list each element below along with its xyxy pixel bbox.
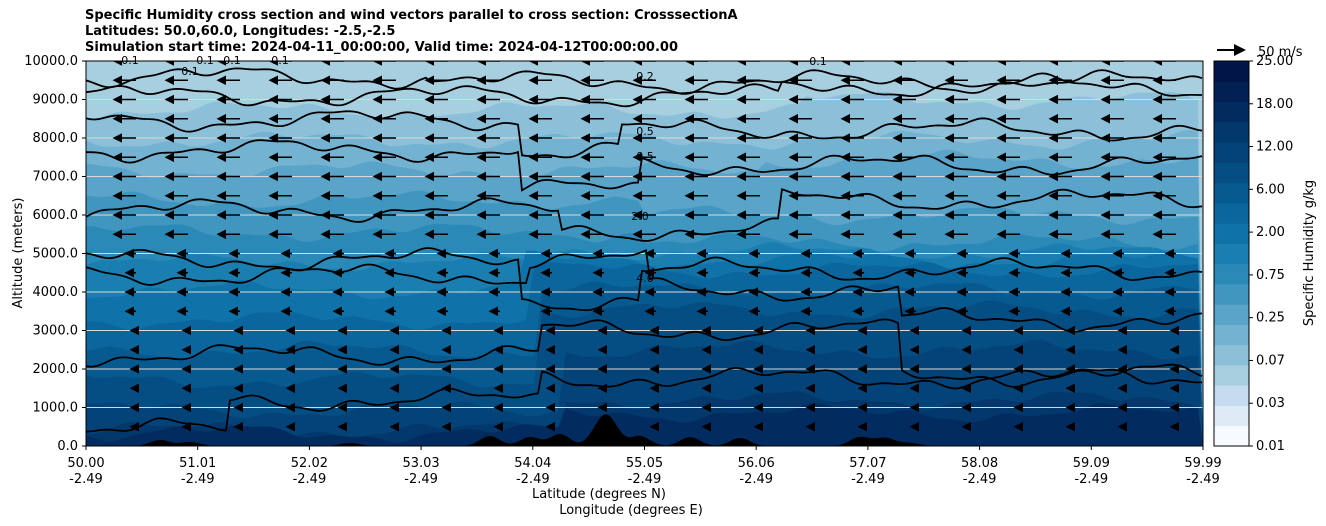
colorbar-tick-label: 0.03 <box>1256 396 1285 411</box>
colorbar-segment <box>1214 243 1249 265</box>
contour-label: 0.2 <box>636 70 654 83</box>
colorbar-segment <box>1214 324 1249 346</box>
x-tick-label-latitude: 55.05 <box>626 456 663 471</box>
chart-title-line-1: Specific Humidity cross section and wind… <box>85 8 738 23</box>
colorbar-tick-label: 12.00 <box>1256 140 1293 155</box>
contour-label: 0.5 <box>636 150 654 163</box>
colorbar-segment <box>1214 263 1249 285</box>
y-tick-label: 10000.0 <box>24 54 78 69</box>
x-tick-label-longitude: -2.49 <box>963 472 997 487</box>
x-axis: 50.00-2.4951.01-2.4952.02-2.4953.03-2.49… <box>67 446 1222 487</box>
x-tick-label-latitude: 59.99 <box>1184 456 1221 471</box>
contour-label: 2.0 <box>631 210 649 223</box>
colorbar-frame <box>1213 60 1250 447</box>
humidity-band <box>86 403 1203 446</box>
colorbar-tick-label: 0.75 <box>1256 268 1285 283</box>
colorbar-segment <box>1214 405 1249 427</box>
terrain <box>86 414 1203 446</box>
contour-line <box>86 247 1203 312</box>
y-tick-label: 7000.0 <box>33 170 79 185</box>
quiver-key-label: 50 m/s <box>1258 45 1303 60</box>
x-tick-label-longitude: -2.49 <box>293 472 327 487</box>
x-tick-label-latitude: 52.02 <box>291 456 328 471</box>
colorbar-segment <box>1214 304 1249 325</box>
x-tick-label-longitude: -2.49 <box>1186 472 1220 487</box>
chart-title-line-3: Simulation start time: 2024-04-11_00:00:… <box>85 40 678 55</box>
x-tick-label-longitude: -2.49 <box>404 472 438 487</box>
y-axis-label: Altitude (meters) <box>11 198 26 309</box>
colorbar-segment <box>1214 223 1249 244</box>
terrain-fill <box>86 414 1203 446</box>
colorbar-segment <box>1214 283 1249 305</box>
x-tick-label-longitude: -2.49 <box>851 472 885 487</box>
colorbar-segment <box>1214 385 1249 406</box>
x-tick-label-latitude: 58.08 <box>961 456 998 471</box>
x-tick-label-latitude: 59.09 <box>1073 456 1110 471</box>
colorbar-segment <box>1214 81 1249 103</box>
y-tick-label: 1000.0 <box>33 401 79 416</box>
x-tick-label-latitude: 53.03 <box>402 456 439 471</box>
contour-line <box>86 249 1203 333</box>
x-axis-label-latitude: Latitude (degrees N) <box>532 487 666 502</box>
colorbar-label: Specific Humidity g/kg <box>1302 180 1317 326</box>
y-tick-label: 2000.0 <box>33 362 79 377</box>
x-tick-label-longitude: -2.49 <box>69 472 103 487</box>
colorbar-segment <box>1214 182 1249 204</box>
plot-area <box>86 61 1203 446</box>
colorbar-tick-label: 25.00 <box>1256 54 1293 69</box>
contour-line <box>86 67 1203 95</box>
colorbar: 0.01 0.03 0.07 0.25 0.75 2.00 6.00 12.00 18.00 25… <box>1213 54 1293 454</box>
y-tick-label: 4000.0 <box>33 285 79 300</box>
x-tick-label-longitude: -2.49 <box>1074 472 1108 487</box>
colorbar-segment <box>1214 121 1249 143</box>
contour-labels: 0.1 0.1 0.1 0.10.10.10.20.50.52.04.0 <box>121 54 827 285</box>
x-tick-label-latitude: 57.07 <box>849 456 886 471</box>
x-tick-label-latitude: 50.00 <box>67 456 104 471</box>
y-tick-label: 5000.0 <box>33 247 79 262</box>
colorbar-tick-label: 6.00 <box>1256 182 1285 197</box>
x-tick-label-longitude: -2.49 <box>181 472 215 487</box>
wind-vectors <box>112 61 1179 432</box>
colorbar-tick-label: 2.00 <box>1256 225 1285 240</box>
quiver-key: 50 m/s <box>1217 44 1303 60</box>
colorbar-segment <box>1214 344 1249 366</box>
y-tick-label: 3000.0 <box>33 324 79 339</box>
x-tick-label-latitude: 56.06 <box>738 456 775 471</box>
colorbar-segment <box>1214 364 1249 386</box>
colorbar-tick-label: 0.01 <box>1256 439 1285 454</box>
y-tick-label: 0.0 <box>57 439 78 454</box>
colorbar-segment <box>1214 425 1249 447</box>
x-tick-label-longitude: -2.49 <box>516 472 550 487</box>
colorbar-segment <box>1214 61 1249 82</box>
colorbar-tick-label: 0.07 <box>1256 353 1285 368</box>
x-tick-label-longitude: -2.49 <box>628 472 662 487</box>
y-tick-label: 9000.0 <box>33 93 79 108</box>
colorbar-segment <box>1214 101 1249 123</box>
contour-label: 4.0 <box>636 272 654 285</box>
y-tick-label: 8000.0 <box>33 131 79 146</box>
y-tick-label: 6000.0 <box>33 208 79 223</box>
x-axis-label-longitude: Longitude (degrees E) <box>559 503 703 518</box>
chart-title-line-2: Latitudes: 50.0,60.0, Longitudes: -2.5,-… <box>85 24 396 39</box>
contour-line <box>86 110 1203 159</box>
colorbar-segment <box>1214 162 1249 184</box>
contour-label: 0.1 <box>181 65 199 78</box>
colorbar-tick-label: 0.25 <box>1256 311 1285 326</box>
contour-label: 0.5 <box>636 125 654 138</box>
x-tick-label-latitude: 51.01 <box>179 456 216 471</box>
colorbar-segment <box>1214 202 1249 224</box>
colorbar-tick-label: 18.00 <box>1256 97 1293 112</box>
colorbar-segment <box>1214 142 1249 163</box>
x-tick-label-longitude: -2.49 <box>739 472 773 487</box>
x-tick-label-latitude: 54.04 <box>514 456 551 471</box>
y-axis: 0.0 1000.0 2000.0 3000.0 4000.0 5000.0 6000.0 7… <box>24 54 86 454</box>
